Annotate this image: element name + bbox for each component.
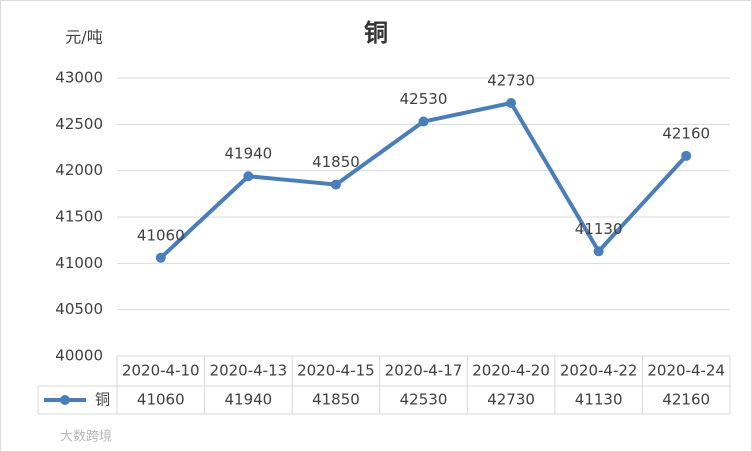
table-value: 41060 — [137, 391, 185, 409]
legend-label: 铜 — [95, 391, 110, 409]
y-tick-label: 42500 — [55, 115, 103, 133]
data-label: 42730 — [487, 72, 535, 90]
x-tick-label: 2020-4-10 — [122, 362, 200, 380]
point — [243, 171, 254, 182]
table-value: 42530 — [400, 391, 448, 409]
x-tick-label: 2020-4-24 — [647, 362, 725, 380]
data-label: 41130 — [575, 220, 623, 238]
table-value: 41130 — [575, 391, 623, 409]
watermark: 大数跨境 — [60, 430, 112, 445]
legend-marker — [60, 395, 70, 405]
x-tick-label: 2020-4-13 — [210, 362, 288, 380]
data-label: 42530 — [400, 90, 448, 108]
point — [681, 150, 692, 161]
point — [506, 98, 517, 109]
y-tick-label: 43000 — [55, 69, 103, 87]
y-tick-label: 41000 — [55, 254, 103, 272]
data-label: 42160 — [662, 124, 710, 142]
x-tick-label: 2020-4-20 — [472, 362, 550, 380]
y-tick-label: 42000 — [55, 161, 103, 179]
y-tick-label: 40500 — [55, 300, 103, 318]
x-tick-label: 2020-4-22 — [560, 362, 638, 380]
point — [155, 252, 166, 263]
table-value: 42730 — [487, 391, 535, 409]
point — [330, 179, 341, 190]
y-axis-label: 元/吨 — [65, 28, 102, 47]
point — [418, 116, 429, 127]
chart-title: 铜 — [364, 19, 388, 47]
data-label: 41850 — [312, 153, 360, 171]
y-tick-label: 40000 — [55, 347, 103, 365]
x-tick-label: 2020-4-15 — [297, 362, 375, 380]
x-tick-label: 2020-4-17 — [385, 362, 463, 380]
data-label: 41060 — [137, 226, 185, 244]
table-value: 42160 — [662, 391, 710, 409]
y-tick-label: 41500 — [55, 208, 103, 226]
point — [593, 246, 604, 257]
table-value: 41850 — [312, 391, 360, 409]
table-value: 41940 — [224, 391, 272, 409]
data-label: 41940 — [224, 145, 272, 163]
